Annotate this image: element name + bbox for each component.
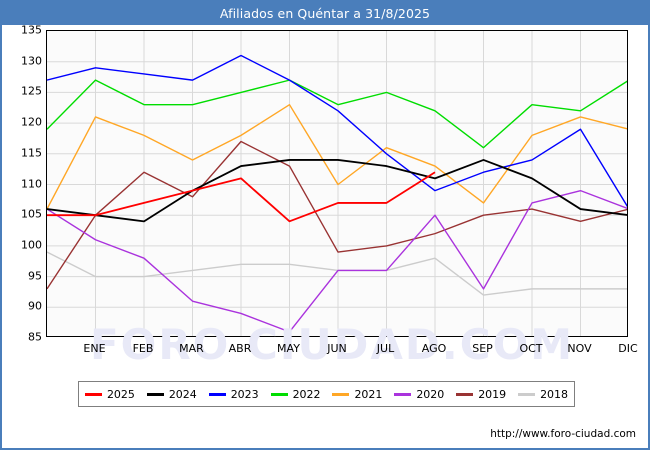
y-tick-label: 100 — [21, 238, 42, 252]
legend-label: 2019 — [478, 387, 507, 401]
x-tick-label-mar: MAR — [179, 342, 204, 355]
legend-swatch-icon — [208, 392, 226, 396]
x-tick-label-nov: NOV — [567, 342, 592, 355]
legend-label: 2023 — [230, 387, 259, 401]
y-tick-label: 125 — [21, 84, 42, 98]
series-line-2024 — [47, 159, 627, 223]
legend-label: 2025 — [106, 387, 135, 401]
y-axis-labels: 85 90 95 100 105 110 115 120 125 130 135 — [2, 24, 42, 344]
x-tick-label-ene: ENE — [83, 342, 106, 355]
legend-item-2022[interactable]: 2022 — [270, 387, 321, 401]
y-tick-label: 135 — [21, 23, 42, 37]
x-tick-label-may: MAY — [277, 342, 300, 355]
y-tick-label: 130 — [21, 54, 42, 68]
legend-item-2018[interactable]: 2018 — [518, 388, 568, 401]
legend-swatch-icon — [394, 392, 412, 396]
legend-swatch-icon — [518, 392, 536, 396]
series-line-2025 — [47, 171, 436, 223]
y-tick-label: 115 — [21, 146, 42, 160]
series-line-2023 — [47, 54, 627, 208]
x-tick-label-feb: FEB — [132, 342, 154, 355]
legend-swatch-icon — [456, 392, 474, 396]
legend-item-2024[interactable]: 2024 — [146, 387, 197, 401]
legend-swatch-icon — [146, 392, 164, 396]
x-tick-label-abr: ABR — [228, 342, 252, 355]
legend-item-2023[interactable]: 2023 — [208, 387, 259, 401]
y-tick-label: 90 — [28, 299, 42, 313]
x-tick-label-jul: JUL — [376, 342, 395, 355]
legend-item-2021[interactable]: 2021 — [332, 388, 382, 401]
series-line-2019 — [47, 140, 627, 290]
y-tick-label: 120 — [21, 115, 42, 129]
legend-label: 2022 — [292, 387, 321, 401]
x-axis-labels: ENE FEB MAR ABR MAY JUN JUL AGO SEP OCT NOV DIC — [46, 342, 637, 360]
legend-label: 2021 — [354, 387, 383, 401]
x-tick-label-ago: AGO — [421, 342, 447, 355]
legend-label: 2024 — [168, 387, 197, 401]
legend-item-2019[interactable]: 2019 — [456, 388, 506, 401]
plot-area-wrapper — [46, 30, 628, 337]
plot-area — [46, 30, 628, 337]
x-tick-label-jun: JUN — [327, 342, 347, 355]
legend-item-2025[interactable]: 2025 — [84, 387, 135, 401]
y-tick-label: 110 — [21, 177, 42, 190]
chart-canvas — [47, 31, 627, 336]
series-line-2021 — [47, 103, 627, 210]
y-tick-label: 95 — [28, 269, 42, 283]
series-line-2020 — [47, 189, 627, 333]
chart-legend: 2025 2024 2023 2022 2021 2020 2019 2018 — [78, 381, 575, 407]
legend-swatch-icon — [332, 392, 350, 396]
y-tick-label: 85 — [28, 330, 42, 344]
series-line-2022 — [47, 79, 627, 149]
x-tick-label-dic: DIC — [618, 342, 638, 355]
legend-item-2020[interactable]: 2020 — [394, 388, 444, 401]
x-tick-label-sep: SEP — [472, 342, 493, 355]
legend-label: 2018 — [540, 387, 569, 401]
page-title: Afiliados en Quéntar a 31/8/2025 — [219, 6, 431, 21]
legend-swatch-icon — [270, 392, 288, 396]
footer-url: http://www.foro-ciudad.com — [490, 428, 636, 440]
legend-swatch-icon — [84, 392, 102, 396]
legend-label: 2020 — [416, 387, 445, 401]
window-title-bar: Afiliados en Quéntar a 31/8/2025 — [2, 2, 648, 25]
y-tick-label: 105 — [21, 207, 42, 221]
x-tick-label-oct: OCT — [519, 342, 543, 355]
